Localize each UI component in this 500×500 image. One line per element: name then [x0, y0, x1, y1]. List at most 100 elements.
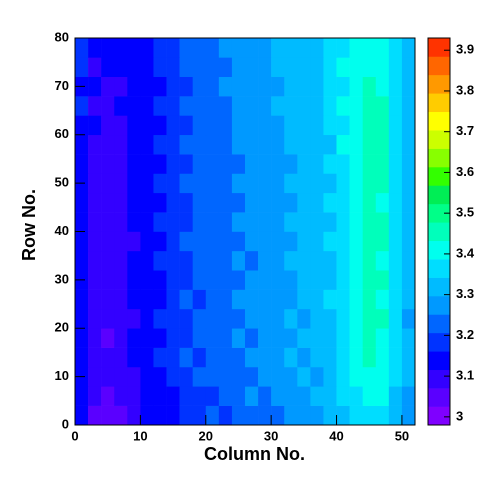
heatmap-cell	[153, 115, 167, 136]
heatmap-cell	[192, 76, 207, 97]
heatmap-cell	[75, 308, 89, 329]
heatmap-cell	[362, 96, 377, 116]
heatmap-cell	[401, 212, 416, 232]
heatmap-cell	[205, 250, 220, 271]
heatmap-cell	[192, 231, 207, 252]
heatmap-cell	[192, 347, 207, 368]
heatmap-cell	[245, 38, 259, 58]
heatmap-cell	[88, 96, 102, 116]
heatmap-cell	[401, 134, 416, 155]
heatmap-cell	[218, 76, 233, 97]
heatmap-cell	[218, 57, 233, 77]
heatmap-cell	[258, 347, 272, 368]
heatmap-cell	[75, 154, 89, 174]
color-bar	[428, 38, 450, 426]
heatmap-cell	[166, 386, 180, 406]
heatmap-cell	[153, 270, 167, 290]
heatmap-cell	[205, 192, 220, 213]
heatmap-cell	[258, 154, 272, 174]
heatmap-cell	[192, 134, 207, 155]
heatmap-cell	[114, 308, 128, 329]
color-band	[428, 296, 450, 315]
heatmap-cell	[375, 347, 390, 368]
heatmap-cell	[114, 173, 128, 194]
heatmap-cell	[271, 76, 285, 97]
heatmap-cell	[205, 231, 220, 252]
z-tick-label: 3.1	[456, 368, 474, 383]
heatmap-cell	[375, 96, 390, 116]
heatmap-cell	[245, 115, 259, 136]
heatmap-cell	[179, 212, 193, 232]
heatmap-cell	[284, 328, 298, 348]
heatmap-cell	[153, 76, 167, 97]
heatmap-cell	[218, 173, 233, 194]
heatmap-cell	[310, 231, 324, 252]
heatmap-cell	[336, 154, 350, 174]
heatmap-cell	[127, 76, 141, 97]
heatmap-cell	[101, 57, 115, 77]
y-tick-label: 0	[62, 416, 69, 431]
heatmap-cell	[323, 308, 337, 329]
heatmap-cell	[336, 405, 350, 426]
heatmap-cell	[362, 347, 377, 368]
heatmap-cell	[88, 289, 102, 310]
heatmap-cell	[231, 366, 246, 387]
heatmap-cell	[245, 347, 259, 368]
heatmap-cells	[75, 38, 416, 426]
heatmap-cell	[231, 308, 246, 329]
heatmap-cell	[153, 328, 167, 348]
heatmap-cell	[245, 212, 259, 232]
heatmap-cell	[310, 366, 324, 387]
heatmap-cell	[75, 212, 89, 232]
heatmap-cell	[284, 96, 298, 116]
heatmap-cell	[114, 270, 128, 290]
color-band	[428, 314, 450, 334]
heatmap-cell	[114, 96, 128, 116]
heatmap-cell	[362, 212, 377, 232]
z-tick-label: 3.4	[456, 245, 475, 260]
heatmap-cell	[127, 347, 141, 368]
heatmap-cell	[218, 115, 233, 136]
heatmap-cell	[101, 386, 115, 406]
heatmap-cell	[284, 134, 298, 155]
z-tick-label: 3	[456, 408, 463, 423]
heatmap-cell	[323, 366, 337, 387]
heatmap-cell	[284, 76, 298, 97]
x-tick-label: 10	[133, 428, 147, 443]
heatmap-cell	[323, 405, 337, 426]
heatmap-cell	[362, 270, 377, 290]
heatmap-cell	[218, 231, 233, 252]
heatmap-cell	[127, 173, 141, 194]
heatmap-cell	[179, 38, 193, 58]
heatmap-cell	[388, 328, 403, 348]
heatmap-cell	[388, 270, 403, 290]
heatmap-cell	[297, 347, 311, 368]
heatmap-cell	[218, 386, 233, 406]
heatmap-cell	[153, 192, 167, 213]
heatmap-cell	[166, 192, 180, 213]
color-band	[428, 406, 450, 426]
heatmap-cell	[88, 134, 102, 155]
heatmap-cell	[323, 386, 337, 406]
heatmap-cell	[310, 173, 324, 194]
heatmap-cell	[258, 134, 272, 155]
heatmap-cell	[284, 57, 298, 77]
heatmap-cell	[258, 192, 272, 213]
heatmap-cell	[153, 347, 167, 368]
heatmap-cell	[284, 38, 298, 58]
heatmap-cell	[336, 192, 350, 213]
heatmap-cell	[88, 405, 102, 426]
heatmap-cell	[388, 289, 403, 310]
heatmap-cell	[336, 347, 350, 368]
heatmap-cell	[258, 386, 272, 406]
heatmap-cell	[401, 308, 416, 329]
heatmap-cell	[205, 76, 220, 97]
heatmap-cell	[218, 366, 233, 387]
heatmap-cell	[231, 405, 246, 426]
heatmap-cell	[101, 405, 115, 426]
heatmap-cell	[166, 328, 180, 348]
heatmap-cell	[88, 38, 102, 58]
heatmap-cell	[375, 76, 390, 97]
heatmap-cell	[218, 154, 233, 174]
heatmap-cell	[323, 231, 337, 252]
